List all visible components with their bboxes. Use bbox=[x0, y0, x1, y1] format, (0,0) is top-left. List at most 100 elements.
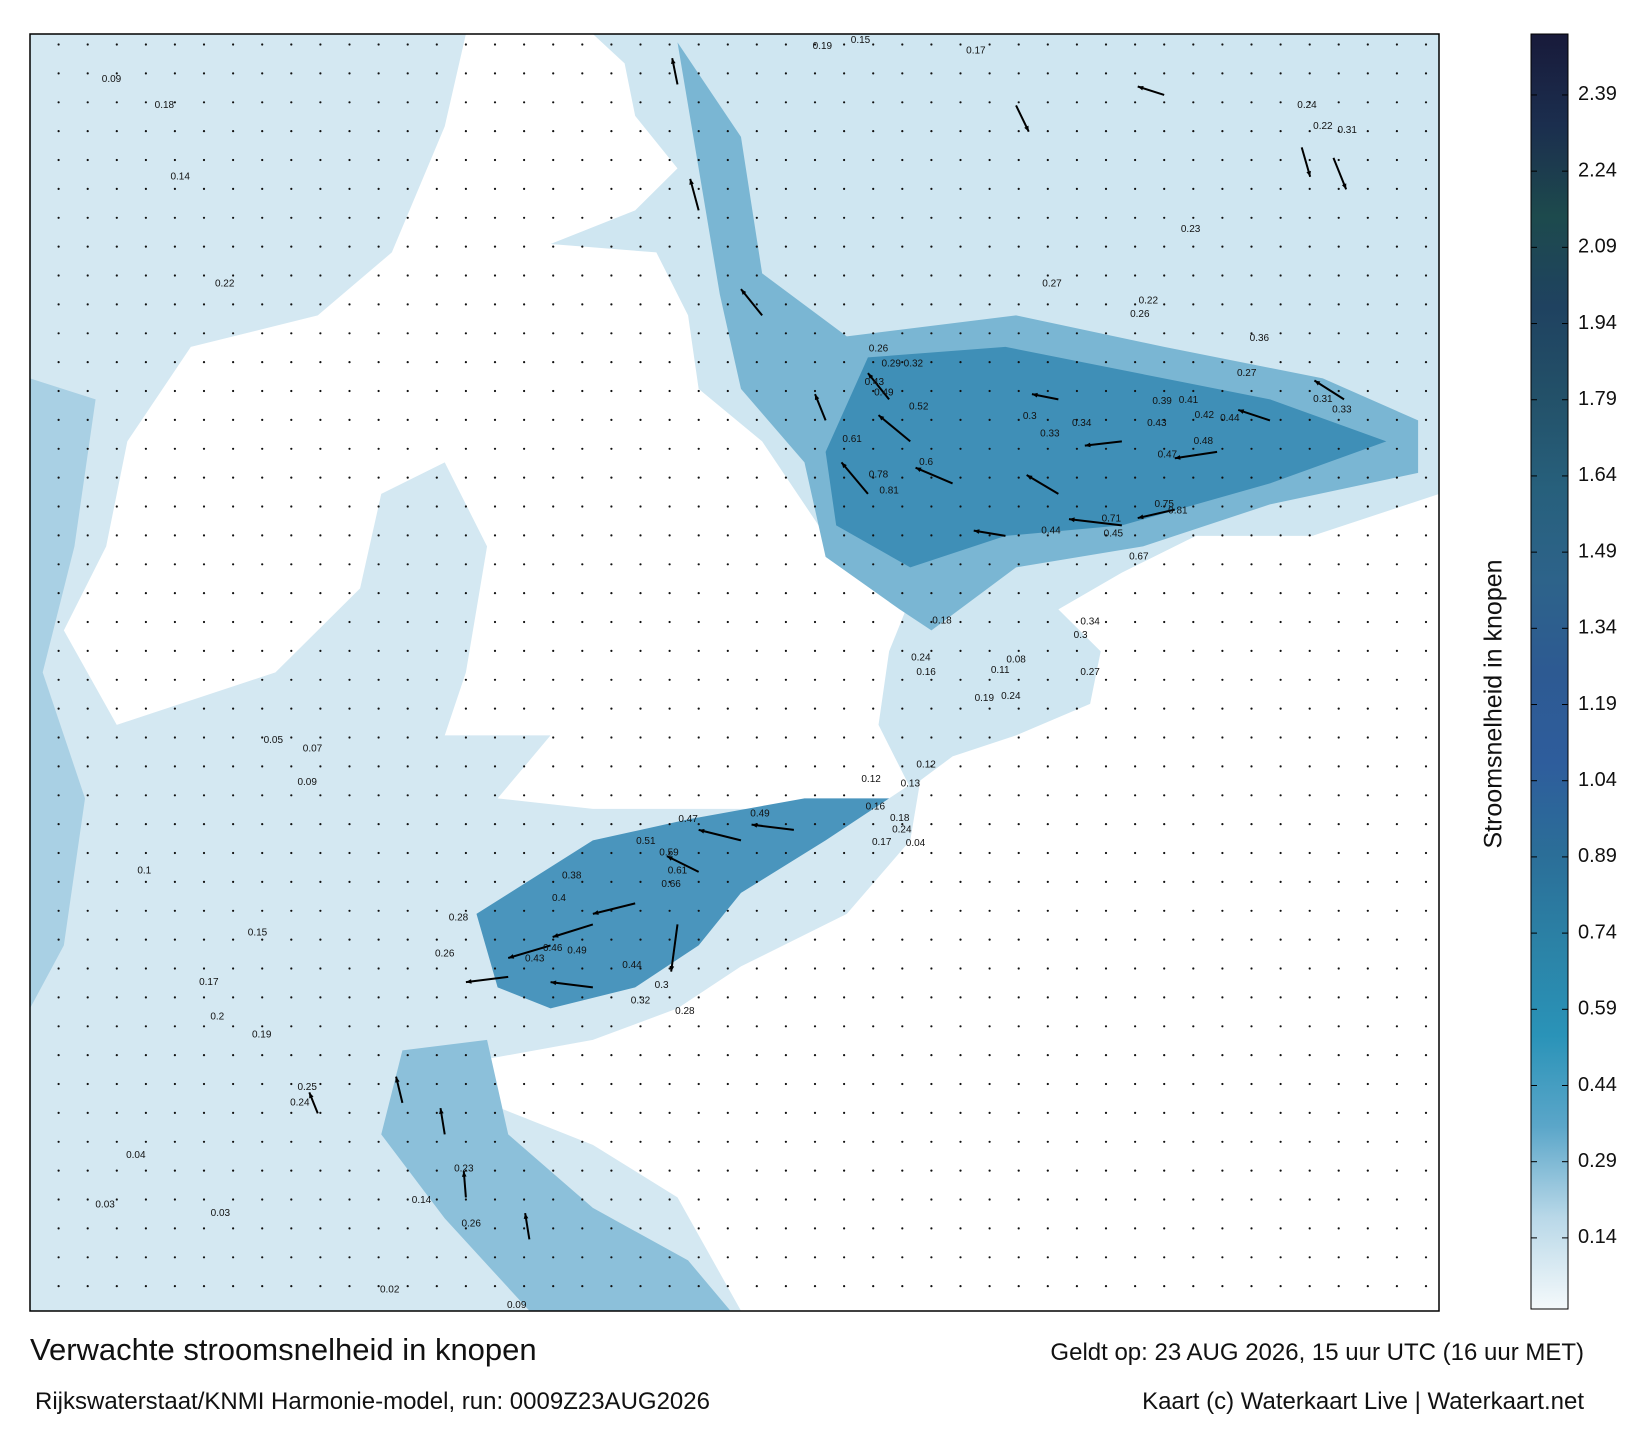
grid-dot bbox=[173, 418, 176, 421]
grid-dot bbox=[813, 332, 817, 335]
grid-dot bbox=[1221, 1025, 1224, 1028]
grid-dot bbox=[173, 447, 176, 450]
grid-dot bbox=[930, 1198, 933, 1201]
grid-dot bbox=[872, 158, 875, 162]
current-speed-label: 0.24 bbox=[290, 1098, 310, 1109]
grid-dot bbox=[115, 649, 118, 653]
grid-dot bbox=[1134, 418, 1137, 421]
grid-dot bbox=[1250, 274, 1253, 277]
arrow-head bbox=[1137, 85, 1144, 91]
grid-dot bbox=[57, 216, 60, 219]
grid-dot bbox=[377, 476, 380, 479]
grid-dot bbox=[1279, 909, 1282, 912]
grid-dot bbox=[86, 361, 89, 364]
current-speed-label: 0.41 bbox=[1179, 395, 1199, 406]
grid-dot bbox=[115, 158, 118, 162]
grid-dot bbox=[86, 447, 89, 450]
grid-dot bbox=[115, 1111, 118, 1114]
grid-dot bbox=[406, 649, 409, 653]
grid-dot bbox=[959, 794, 962, 797]
grid-dot bbox=[1163, 620, 1166, 624]
grid-dot bbox=[435, 592, 438, 595]
grid-dot bbox=[639, 967, 642, 970]
grid-dot bbox=[523, 389, 526, 393]
grid-dot bbox=[1017, 880, 1020, 884]
grid-dot bbox=[1046, 678, 1049, 681]
grid-dot bbox=[1046, 938, 1049, 941]
grid-dot bbox=[406, 130, 409, 133]
grid-dot bbox=[813, 1227, 817, 1230]
grid-dot bbox=[57, 245, 60, 248]
grid-dot bbox=[1308, 967, 1311, 970]
grid-dot bbox=[144, 216, 147, 219]
grid-dot bbox=[1424, 158, 1428, 162]
grid-dot bbox=[1395, 130, 1398, 133]
grid-dot bbox=[1134, 1285, 1137, 1288]
grid-dot bbox=[930, 43, 933, 46]
grid-dot bbox=[1395, 1140, 1398, 1143]
grid-dot bbox=[1046, 1256, 1049, 1259]
grid-dot bbox=[232, 361, 235, 364]
grid-dot bbox=[57, 130, 60, 133]
grid-dot bbox=[901, 303, 904, 306]
grid-dot bbox=[86, 1227, 89, 1230]
grid-dot bbox=[1250, 534, 1253, 537]
grid-dot bbox=[523, 1169, 526, 1172]
grid-dot bbox=[552, 130, 555, 133]
grid-dot bbox=[1337, 736, 1340, 739]
grid-dot bbox=[552, 43, 555, 46]
current-speed-label: 0.03 bbox=[95, 1199, 115, 1210]
grid-dot bbox=[377, 967, 380, 970]
grid-dot bbox=[1163, 130, 1166, 133]
arrow-head bbox=[508, 954, 515, 959]
grid-dot bbox=[1017, 447, 1020, 450]
grid-dot bbox=[523, 332, 526, 335]
grid-dot bbox=[697, 649, 700, 653]
grid-dot bbox=[57, 447, 60, 450]
grid-dot bbox=[843, 592, 846, 595]
grid-dot bbox=[1192, 707, 1195, 710]
grid-dot bbox=[290, 389, 293, 393]
current-speed-label: 0.49 bbox=[750, 809, 770, 820]
grid-dot bbox=[610, 736, 613, 739]
grid-dot bbox=[843, 361, 846, 364]
grid-dot bbox=[930, 418, 933, 421]
grid-dot bbox=[843, 620, 846, 624]
grid-dot bbox=[1134, 101, 1137, 104]
grid-dot bbox=[319, 274, 322, 277]
grid-dot bbox=[872, 620, 875, 624]
grid-dot bbox=[1104, 996, 1108, 999]
grid-dot bbox=[464, 1111, 467, 1114]
grid-dot bbox=[1046, 101, 1049, 104]
grid-dot bbox=[377, 187, 380, 190]
grid-dot bbox=[115, 1140, 118, 1143]
grid-dot bbox=[115, 1256, 118, 1259]
grid-dot bbox=[1395, 187, 1398, 190]
current-speed-label: 0.44 bbox=[1220, 413, 1240, 424]
grid-dot bbox=[261, 187, 264, 190]
grid-dot bbox=[581, 303, 584, 306]
grid-dot bbox=[1395, 1054, 1398, 1057]
current-speed-label: 0.32 bbox=[631, 996, 651, 1007]
grid-dot bbox=[784, 187, 788, 190]
grid-dot bbox=[959, 274, 962, 277]
grid-dot bbox=[1337, 1285, 1340, 1288]
grid-dot bbox=[261, 1169, 264, 1172]
grid-dot bbox=[1279, 563, 1282, 566]
grid-dot bbox=[1163, 823, 1166, 826]
grid-dot bbox=[639, 649, 642, 653]
grid-dot bbox=[1279, 476, 1282, 479]
grid-dot bbox=[697, 389, 700, 393]
grid-dot bbox=[1046, 187, 1049, 190]
grid-dot bbox=[1424, 1082, 1428, 1086]
grid-dot bbox=[1337, 1256, 1340, 1259]
grid-dot bbox=[1395, 303, 1398, 306]
grid-dot bbox=[144, 476, 147, 479]
colorbar-tick-label: 1.19 bbox=[1578, 693, 1617, 715]
grid-dot bbox=[1337, 534, 1340, 537]
grid-dot bbox=[1163, 592, 1166, 595]
grid-dot bbox=[1134, 823, 1137, 826]
grid-dot bbox=[872, 505, 875, 508]
grid-dot bbox=[668, 620, 671, 624]
grid-dot bbox=[755, 678, 758, 681]
